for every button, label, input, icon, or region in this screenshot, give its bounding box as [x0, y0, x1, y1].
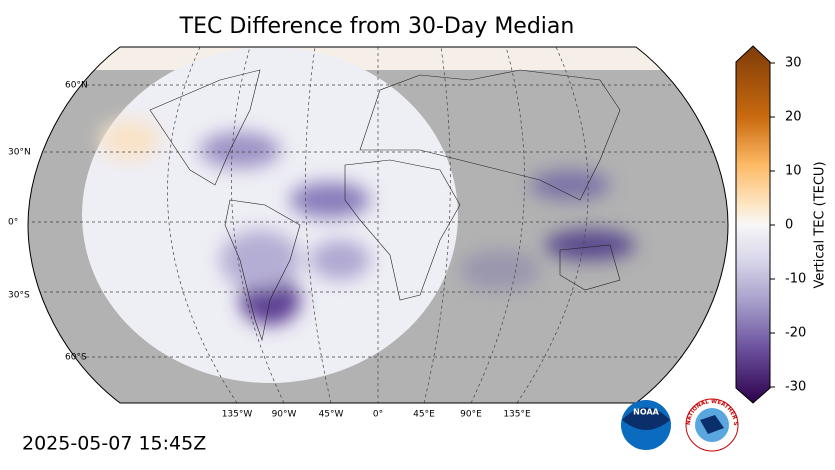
- lat-labels: 60°N 30°N 0° 30°S 60°S: [8, 81, 88, 363]
- colorbar-tick-label: 10: [785, 164, 802, 179]
- timestamp: 2025-05-07 15:45Z: [22, 433, 206, 455]
- lat-label: 30°N: [8, 148, 31, 158]
- lon-label: 135°E: [503, 410, 531, 420]
- coastlines: [149, 69, 621, 342]
- lon-label: 0°: [373, 410, 383, 420]
- graticule: [28, 47, 728, 403]
- colorbar-tick-label: 20: [785, 110, 802, 125]
- day-field: [82, 47, 458, 383]
- noaa-logo: NOAA: [621, 400, 671, 450]
- noaa-text: NOAA: [633, 408, 659, 417]
- title: TEC Difference from 30-Day Median: [179, 14, 575, 39]
- lat-label: 30°S: [8, 291, 30, 301]
- lon-label: 90°E: [460, 410, 482, 420]
- map: [28, 47, 728, 403]
- lon-label: 45°E: [413, 410, 435, 420]
- lon-label: 90°W: [272, 410, 297, 420]
- lat-label: 60°S: [65, 353, 87, 363]
- lon-labels: 135°W 90°W 45°W 0° 45°E 90°E 135°E: [222, 410, 531, 420]
- colorbar: Vertical TEC (TECU) 30 20 10 0 -10 -20 -30: [735, 45, 828, 404]
- lon-label: 135°W: [222, 410, 253, 420]
- lat-label: 60°N: [65, 81, 88, 91]
- lon-label: 45°W: [319, 410, 344, 420]
- lat-label: 0°: [8, 218, 18, 228]
- colorbar-body: [735, 45, 771, 404]
- colorbar-tick-label: 0: [785, 218, 793, 233]
- colorbar-tick-label: -20: [785, 326, 806, 341]
- colorbar-tick-label: -10: [785, 272, 806, 287]
- polar-field: [28, 47, 728, 70]
- colorbar-tick-label: 30: [785, 56, 802, 71]
- nws-cloud: [700, 415, 724, 434]
- noaa-gull: [622, 407, 670, 430]
- anomalies: [100, 120, 635, 325]
- colorbar-tick-label: -30: [785, 380, 806, 395]
- colorbar-label: Vertical TEC (TECU): [813, 161, 828, 288]
